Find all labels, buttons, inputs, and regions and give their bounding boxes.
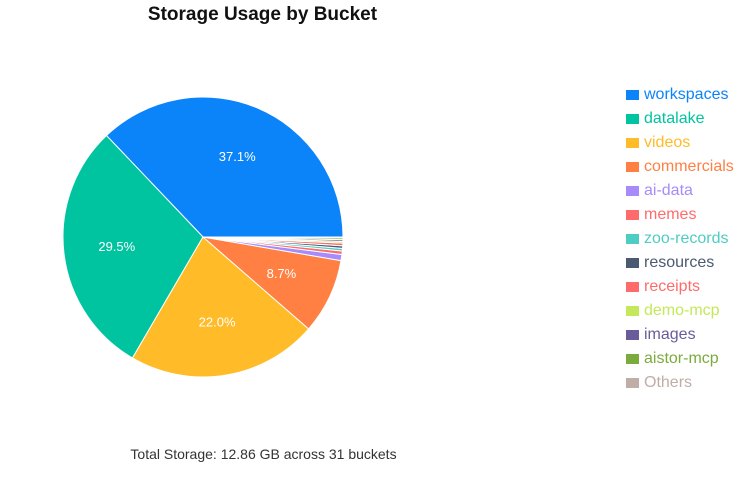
legend-label: commercials (644, 158, 734, 175)
legend-item[interactable]: zoo-records (626, 227, 734, 251)
legend-label: images (644, 326, 696, 343)
legend-item[interactable]: receipts (626, 275, 734, 299)
pie-slice-datalake[interactable] (62, 134, 204, 359)
legend-item[interactable]: images (626, 323, 734, 347)
legend-item[interactable]: commercials (626, 155, 734, 179)
legend-label: zoo-records (644, 230, 729, 247)
legend-label: Others (644, 374, 693, 391)
legend-swatch (626, 282, 639, 292)
legend-swatch (626, 258, 639, 268)
pie-data-label: 22.0% (199, 315, 236, 330)
legend-swatch (626, 186, 639, 196)
legend-swatch (626, 138, 639, 148)
legend-label: datalake (644, 110, 705, 127)
legend-item[interactable]: datalake (626, 107, 734, 131)
legend-label: ai-data (644, 182, 693, 199)
legend-item[interactable]: aistor-mcp (626, 347, 734, 371)
legend-label: resources (644, 254, 715, 271)
pie-chart: 37.1% 29.5% 22.0% 8.7% (62, 96, 344, 378)
legend-item[interactable]: videos (626, 131, 734, 155)
legend-swatch (626, 378, 639, 388)
legend-item[interactable]: demo-mcp (626, 299, 734, 323)
chart-legend: workspaces datalake videos commercials ai-da… (626, 83, 734, 395)
legend-item[interactable]: Others (626, 371, 734, 395)
legend-label: aistor-mcp (644, 350, 719, 367)
legend-swatch (626, 306, 639, 316)
chart-title: Storage Usage by Bucket (147, 4, 378, 25)
legend-swatch (626, 114, 639, 124)
legend-item[interactable]: ai-data (626, 179, 734, 203)
pie-slice-others[interactable] (202, 236, 344, 239)
legend-swatch (626, 234, 639, 244)
legend-swatch (626, 354, 639, 364)
legend-swatch (626, 210, 639, 220)
legend-label: workspaces (644, 86, 729, 103)
pie-data-label: 8.7% (267, 266, 297, 281)
pie-data-label: 29.5% (98, 239, 135, 254)
legend-item[interactable]: resources (626, 251, 734, 275)
legend-label: receipts (644, 278, 701, 295)
legend-swatch (626, 162, 639, 172)
legend-label: demo-mcp (644, 302, 720, 319)
pie-slice-workspaces[interactable] (105, 96, 344, 238)
pie-data-label: 37.1% (219, 149, 256, 164)
legend-swatch (626, 90, 639, 100)
legend-swatch (626, 330, 639, 340)
legend-label: memes (644, 206, 697, 223)
pie-slice-videos[interactable] (131, 236, 310, 378)
storage-summary: Total Storage: 12.86 GB across 31 bucket… (130, 446, 397, 462)
legend-item[interactable]: workspaces (626, 83, 734, 107)
legend-item[interactable]: memes (626, 203, 734, 227)
legend-label: videos (644, 134, 691, 151)
